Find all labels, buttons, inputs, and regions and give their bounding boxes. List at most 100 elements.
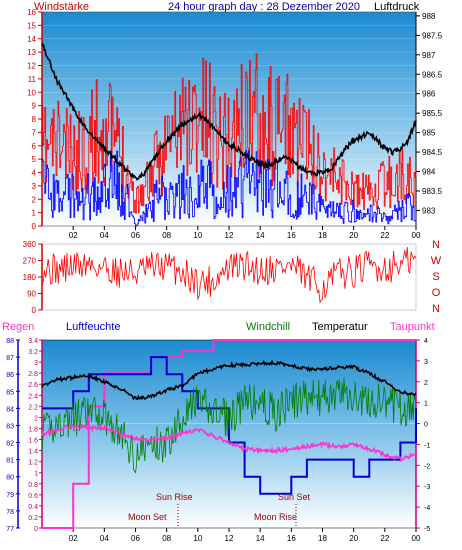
temperature-tick-label: 0 [424, 422, 428, 429]
pressure-tick-label: 988 [422, 12, 436, 21]
pressure-tick-label: 984 [422, 168, 436, 177]
windchill-legend: Windchill [246, 321, 290, 333]
rain-tick-label: 2 [34, 415, 38, 422]
direction-tick-label: 180 [23, 273, 37, 282]
humidity-tick-label: 85 [6, 389, 14, 396]
direction-tick-label: 90 [27, 290, 36, 299]
time-tick-label: 12 [225, 231, 234, 240]
rain-tick-label: 2.6 [28, 382, 38, 389]
dewpoint-legend: Taupunkt [390, 321, 435, 333]
time-tick-label: 08 [162, 231, 171, 240]
wind-tick-label: 15 [27, 21, 36, 30]
temperature-tick-label: 1 [424, 401, 428, 408]
wind-tick-label: 9 [32, 102, 37, 111]
pressure-series [41, 42, 417, 181]
direction-plot-area [41, 243, 417, 311]
moonset-label: Moon Set [128, 512, 167, 522]
humidity-tick-label: 82 [6, 441, 14, 448]
compass-label: W [431, 255, 442, 267]
rain-tick-label: 2.2 [28, 404, 38, 411]
direction-tick-label: 360 [23, 240, 37, 249]
top-chart: 012345678910111213141516983983.5984984.5… [27, 8, 442, 240]
humidity-tick-label: 78 [6, 509, 14, 516]
windchill-series [41, 377, 417, 474]
time-tick-label: 18 [318, 534, 327, 543]
time-tick-label: 12 [225, 534, 234, 543]
wind-tick-label: 6 [32, 142, 37, 151]
temperature-tick-label: -4 [424, 505, 430, 512]
compass-label: N [432, 303, 440, 315]
compass-label: S [432, 271, 439, 283]
humidity-tick-label: 88 [6, 338, 14, 345]
humidity-tick-label: 77 [6, 526, 14, 533]
sunset-label: Sun Set [278, 492, 311, 502]
time-tick-label: 04 [100, 231, 109, 240]
gust-series [42, 149, 417, 227]
compass-label: O [432, 287, 441, 299]
rain-tick-label: 3.4 [28, 338, 38, 345]
rain-tick-label: 1.4 [28, 449, 38, 456]
compass-label: N [432, 239, 440, 251]
temperature-tick-label: -1 [424, 442, 430, 449]
rain-tick-label: 1.6 [28, 438, 38, 445]
pressure-axis-label: Luftdruck [374, 1, 420, 13]
time-tick-label: 06 [131, 231, 140, 240]
humidity-tick-label: 80 [6, 475, 14, 482]
time-tick-label: 14 [256, 231, 265, 240]
moonrise-label: Moon Rise [254, 512, 297, 522]
time-tick-label: 18 [318, 231, 327, 240]
time-tick-label: 00 [412, 534, 421, 543]
time-tick-label: 10 [193, 231, 202, 240]
temperature-tick-label: -5 [424, 526, 430, 533]
time-tick-label: 06 [131, 534, 140, 543]
humidity-tick-label: 79 [6, 492, 14, 499]
wind-tick-label: 5 [32, 155, 37, 164]
temperature-legend: Temperatur [312, 321, 368, 333]
wind-tick-label: 7 [32, 128, 37, 137]
rain-tick-label: 3.2 [28, 349, 38, 356]
time-tick-label: 00 [412, 231, 421, 240]
time-tick-label: 22 [380, 231, 389, 240]
wind-tick-label: 8 [32, 115, 37, 124]
rain-tick-label: 1 [34, 471, 38, 478]
pressure-tick-label: 987 [422, 51, 436, 60]
humidity-tick-label: 87 [6, 355, 14, 362]
wind-axis-label: Windstärke [34, 1, 89, 13]
time-tick-label: 14 [256, 534, 265, 543]
pressure-tick-label: 983.5 [422, 187, 443, 196]
sunrise-label: Sun Rise [156, 492, 193, 502]
wind-tick-label: 1 [32, 209, 37, 218]
time-tick-label: 10 [193, 534, 202, 543]
direction-series [41, 246, 417, 304]
wind-tick-label: 0 [32, 222, 37, 231]
rain-tick-label: 0 [34, 526, 38, 533]
wind-tick-label: 11 [28, 75, 37, 84]
page-title: 24 hour graph day : 28 Dezember 2020 [168, 1, 360, 13]
wind-tick-label: 14 [27, 35, 36, 44]
pressure-tick-label: 985 [422, 129, 436, 138]
time-tick-label: 02 [69, 231, 78, 240]
humidity-axis-label: Luftfeuchte [66, 321, 120, 333]
temperature-tick-label: -2 [424, 463, 430, 470]
direction-tick-label: 270 [23, 257, 37, 266]
humidity-tick-label: 86 [6, 372, 14, 379]
rain-axis-label: Regen [2, 321, 34, 333]
rain-tick-label: 0.6 [28, 493, 38, 500]
pressure-tick-label: 986 [422, 90, 436, 99]
time-tick-label: 16 [287, 534, 296, 543]
rain-tick-label: 0.2 [28, 515, 38, 522]
time-tick-label: 16 [287, 231, 296, 240]
humidity-series [42, 356, 417, 495]
pressure-tick-label: 985.5 [422, 109, 443, 118]
pressure-tick-label: 986.5 [422, 70, 443, 79]
wind-tick-label: 2 [32, 195, 37, 204]
rain-tick-label: 1.8 [28, 426, 38, 433]
wind-tick-label: 4 [32, 169, 37, 178]
temperature-tick-label: 2 [424, 380, 428, 387]
time-tick-label: 20 [349, 534, 358, 543]
temperature-tick-label: 3 [424, 359, 428, 366]
pressure-tick-label: 987.5 [422, 31, 443, 40]
rain-tick-label: 0.4 [28, 504, 38, 511]
